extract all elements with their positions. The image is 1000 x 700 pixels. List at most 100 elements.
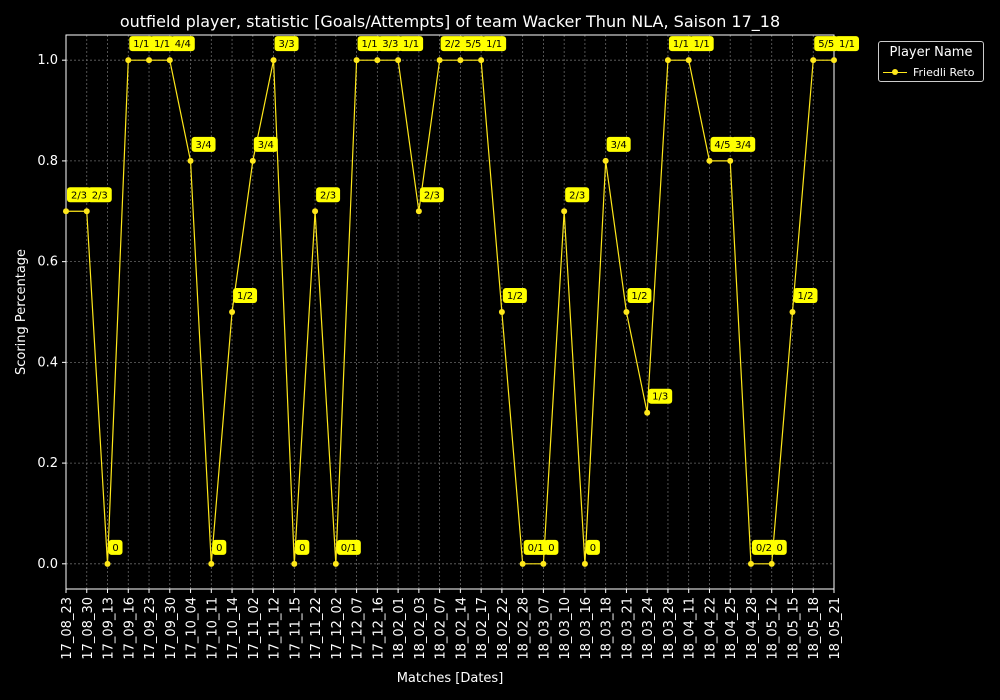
chart-title: outfield player, statistic [Goals/Attemp… [120,12,780,32]
x-tick-label: 17_09_23 [143,597,158,660]
data-label: 0/1 [341,543,357,554]
x-tick-label: 17_08_23 [60,597,75,660]
data-label: 2/2 [445,39,461,50]
data-label: 0 [112,543,118,554]
data-label-box [150,36,175,52]
data-label: 1/2 [237,291,253,302]
data-label: 2/3 [569,190,585,201]
x-axis: 17_08_23 17_08_30 17_09_13 17_09_16 17_09_23… [60,589,843,660]
x-tick-label: 18_02_01 [392,597,407,660]
data-point [519,560,526,567]
x-tick-label: 18_04_11 [683,597,698,660]
data-point [810,57,817,64]
legend-title: Player Name [889,45,973,60]
data-point [436,57,443,64]
data-point [374,57,381,64]
y-axis-label: Scoring Percentage [14,249,29,375]
data-label: 3/3 [382,39,398,50]
y-tick-label: 1.0 [37,53,58,68]
data-label: 2/3 [424,190,440,201]
data-label-box [482,36,507,52]
x-tick-label: 17_11_12 [268,597,283,660]
data-point [561,208,568,215]
data-label: 0 [216,543,222,554]
data-labels: 2/3 2/3 0 1/1 1/1 4/4 3/4 0 1/2 3/4 3/3 0 2/3 0/1 1/1 3… [67,36,859,555]
x-tick-label: 18_03_07 [537,597,552,660]
data-label-box [835,36,859,52]
y-tick-label: 0.6 [37,255,58,270]
data-label: 0 [548,543,554,554]
y-tick-label: 0.0 [37,557,58,572]
y-tick-label: 0.4 [37,355,58,370]
x-tick-label: 18_03_16 [579,597,594,660]
data-label-box [295,539,310,555]
data-label-box [212,539,227,555]
data-point [768,560,775,567]
data-label-box [336,539,361,555]
data-label-box [253,136,278,152]
data-label-box [233,288,258,303]
data-point [685,57,692,64]
data-point [602,157,609,164]
data-label: 4/5 [714,140,730,151]
series-friedli-reto [63,57,837,567]
data-point [727,157,734,164]
x-tick-label: 18_02_17 [475,597,490,660]
data-label-box [461,36,486,52]
data-label-box [108,539,123,555]
data-label: 1/2 [507,291,523,302]
x-tick-label: 18_02_14 [454,597,469,660]
data-label-box [689,36,714,52]
x-tick-label: 17_10_04 [185,597,200,660]
legend-line-marker-icon [883,67,907,77]
data-label-box [772,539,787,555]
data-point [187,157,194,164]
data-label: 0 [590,543,596,554]
data-label: 1/1 [673,39,689,50]
x-tick-label: 18_03_21 [620,597,635,660]
data-point [478,57,485,64]
data-label-box [627,288,652,303]
data-label-box [274,36,299,52]
x-axis-label: Matches [Dates] [397,671,504,686]
data-point [540,560,547,567]
data-label-box [170,36,195,52]
x-tick-label: 18_02_28 [517,597,532,660]
data-point [706,157,713,164]
x-tick-label: 17_12_16 [371,597,386,660]
data-label: 1/1 [694,39,710,50]
data-label-box [316,187,341,203]
data-label-box [378,36,403,52]
x-tick-label: 18_03_18 [600,597,615,660]
data-label: 3/4 [258,140,274,151]
legend-entry: Friedli Reto [883,65,974,79]
data-label-box [668,36,693,52]
data-label: 3/4 [611,140,627,151]
data-label: 0 [299,543,305,554]
data-point [104,560,111,567]
x-tick-label: 18_05_21 [828,597,843,660]
data-label: 3/4 [195,140,211,151]
data-label-box [751,539,776,555]
data-label-box [87,187,112,203]
data-point [208,560,215,567]
data-point [623,309,630,315]
x-tick-label: 18_05_12 [766,597,781,660]
y-axis: 0.0 0.2 0.4 0.6 0.8 1.0 [37,53,66,572]
data-point [291,560,298,567]
data-point [831,57,837,64]
data-label: 2/3 [320,190,336,201]
data-point [83,208,90,215]
data-label: 1/1 [839,39,855,50]
x-tick-label: 17_10_11 [205,597,220,660]
x-tick-label: 18_02_07 [434,597,449,660]
data-point [498,309,505,315]
data-point [457,57,464,64]
x-tick-label: 17_09_13 [102,597,117,660]
data-label: 5/5 [465,39,481,50]
x-tick-label: 18_03_28 [662,597,677,660]
data-point [229,309,236,315]
data-point [166,57,173,64]
data-point [312,208,319,215]
